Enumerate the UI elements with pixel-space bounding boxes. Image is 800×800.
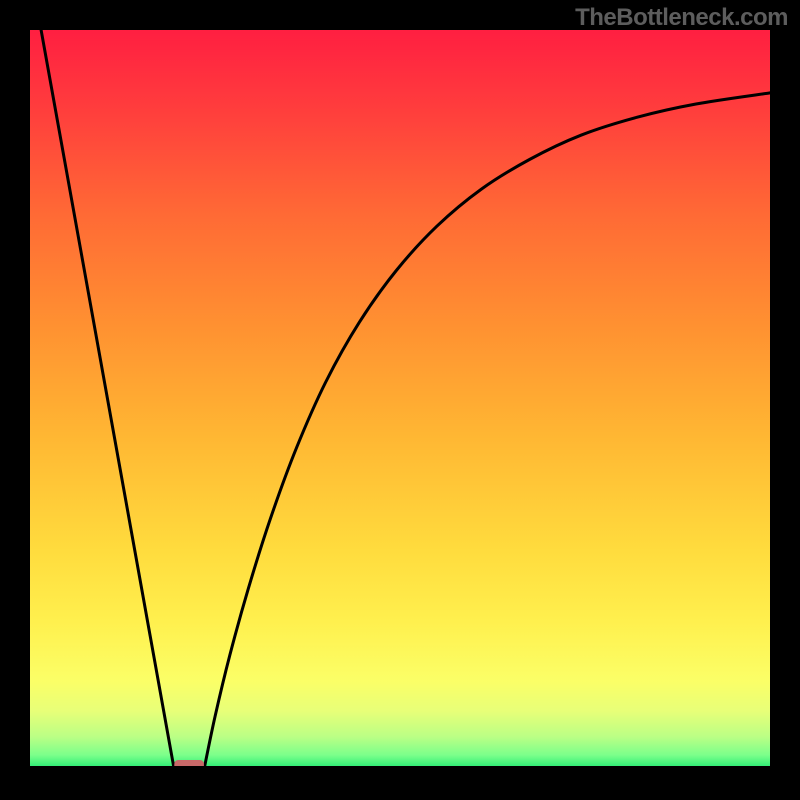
chart-stage: TheBottleneck.com: [0, 0, 800, 800]
curve-left-line: [41, 30, 174, 770]
plot-area: [30, 30, 770, 770]
bottom-axis-band: [30, 766, 770, 770]
curve-right-arc: [204, 93, 770, 770]
curve-layer: [30, 30, 770, 770]
watermark-text: TheBottleneck.com: [575, 4, 788, 32]
